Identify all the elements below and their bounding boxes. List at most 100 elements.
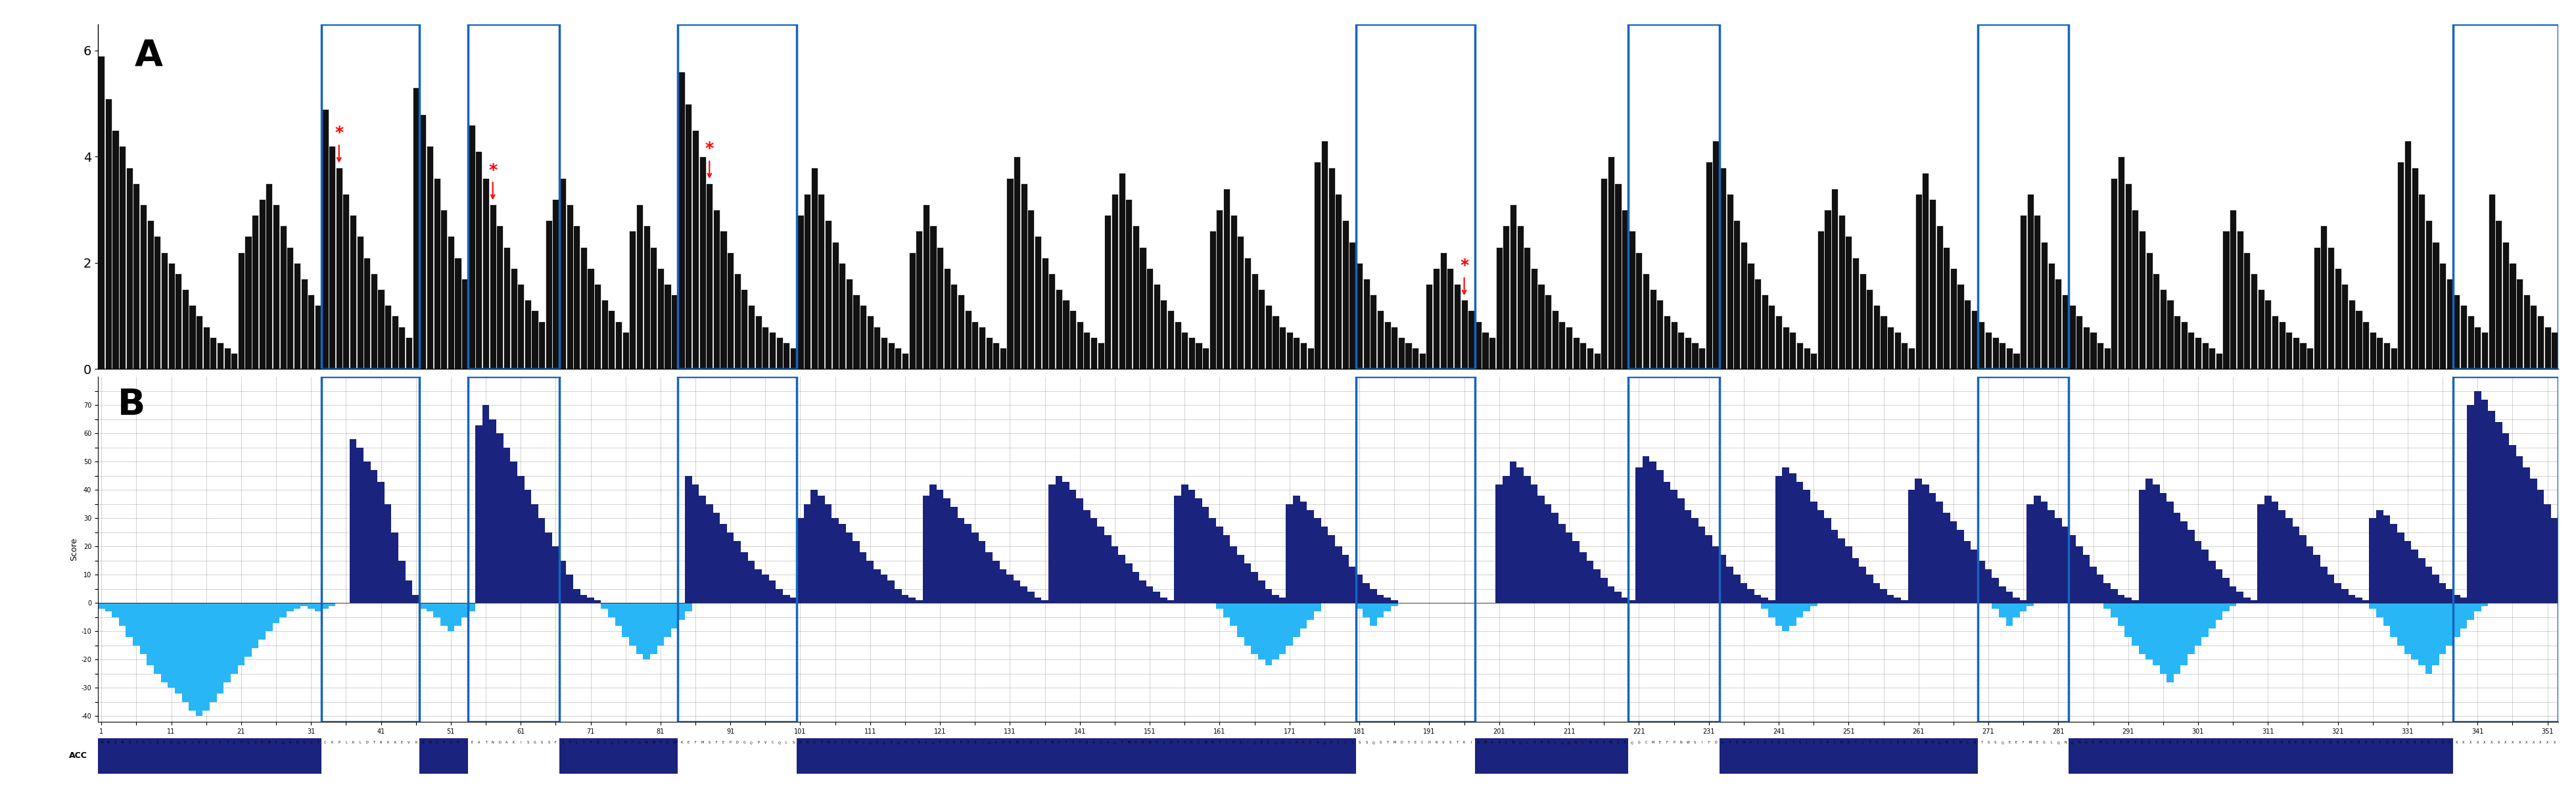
- Bar: [126, 603, 134, 637]
- Bar: [1350, 566, 1355, 603]
- Bar: [497, 433, 502, 603]
- Bar: [1811, 501, 1816, 603]
- Bar: [1342, 221, 1350, 369]
- Bar: [1718, 555, 1726, 603]
- Bar: [567, 205, 572, 369]
- Bar: [2362, 321, 2370, 369]
- Bar: [1726, 566, 1734, 603]
- Bar: [273, 603, 281, 623]
- Bar: [1036, 237, 1041, 369]
- Bar: [2146, 479, 2154, 603]
- Text: *: *: [489, 162, 497, 178]
- Bar: [665, 284, 670, 369]
- Bar: [714, 210, 719, 369]
- Bar: [1012, 156, 1020, 369]
- Bar: [2084, 555, 2089, 603]
- Bar: [845, 533, 853, 603]
- Bar: [1811, 353, 1816, 369]
- Bar: [322, 603, 330, 609]
- Bar: [1285, 603, 1293, 646]
- Bar: [1525, 247, 1530, 369]
- Bar: [1893, 332, 1901, 369]
- Bar: [559, 178, 567, 369]
- Bar: [1028, 592, 1036, 603]
- Bar: [1734, 221, 1741, 369]
- Bar: [1741, 241, 1747, 369]
- Bar: [1546, 504, 1551, 603]
- Bar: [559, 738, 677, 773]
- Bar: [147, 603, 155, 666]
- Bar: [2488, 194, 2496, 369]
- Bar: [1476, 321, 1481, 369]
- Bar: [1036, 597, 1041, 603]
- Bar: [2133, 210, 2138, 369]
- Bar: [2285, 518, 2293, 603]
- Bar: [2110, 178, 2117, 369]
- Bar: [2272, 316, 2277, 369]
- Bar: [1551, 310, 1558, 369]
- Bar: [783, 342, 791, 369]
- Bar: [314, 603, 322, 612]
- Bar: [1762, 597, 1767, 603]
- Bar: [1188, 490, 1195, 603]
- Bar: [1257, 290, 1265, 369]
- Bar: [2159, 290, 2166, 369]
- Bar: [2432, 603, 2439, 666]
- Bar: [196, 316, 204, 369]
- Bar: [98, 56, 106, 369]
- Bar: [2110, 603, 2117, 618]
- Bar: [2117, 156, 2125, 369]
- Bar: [1775, 603, 1783, 626]
- Bar: [2097, 342, 2105, 369]
- Bar: [747, 561, 755, 603]
- Bar: [1236, 603, 1244, 637]
- Bar: [2187, 529, 2195, 603]
- Bar: [209, 337, 216, 369]
- Bar: [2187, 332, 2195, 369]
- Bar: [1293, 496, 1301, 603]
- Bar: [670, 603, 677, 629]
- Bar: [832, 518, 840, 603]
- Bar: [804, 194, 811, 369]
- Bar: [1971, 310, 1978, 369]
- Bar: [1914, 194, 1922, 369]
- Bar: [1497, 484, 1502, 603]
- Bar: [1517, 468, 1522, 603]
- Bar: [580, 247, 587, 369]
- Bar: [1427, 284, 1432, 369]
- Bar: [623, 332, 629, 369]
- Bar: [979, 326, 984, 369]
- Bar: [2264, 300, 2272, 369]
- Bar: [448, 237, 453, 369]
- Bar: [160, 252, 167, 369]
- Bar: [2228, 586, 2236, 603]
- Bar: [1986, 569, 1991, 603]
- Bar: [1216, 210, 1224, 369]
- Bar: [1273, 316, 1278, 369]
- Bar: [2007, 603, 2012, 626]
- Bar: [2481, 399, 2488, 603]
- Bar: [1615, 183, 1620, 369]
- Bar: [2537, 490, 2545, 603]
- Bar: [469, 377, 559, 722]
- Bar: [546, 533, 551, 603]
- Bar: [1105, 535, 1110, 603]
- Bar: [1056, 476, 1061, 603]
- Bar: [2138, 603, 2146, 654]
- Bar: [2012, 603, 2020, 618]
- Bar: [350, 215, 355, 369]
- Bar: [840, 524, 845, 603]
- Bar: [1404, 342, 1412, 369]
- Bar: [1355, 575, 1363, 603]
- Bar: [1558, 524, 1566, 603]
- Bar: [1628, 377, 1718, 722]
- Bar: [2069, 738, 2452, 773]
- Bar: [1803, 490, 1811, 603]
- Bar: [2398, 603, 2403, 646]
- Bar: [698, 496, 706, 603]
- Bar: [2349, 300, 2354, 369]
- Bar: [1880, 316, 1886, 369]
- Bar: [2251, 273, 2257, 369]
- Bar: [2432, 241, 2439, 369]
- Bar: [677, 603, 685, 620]
